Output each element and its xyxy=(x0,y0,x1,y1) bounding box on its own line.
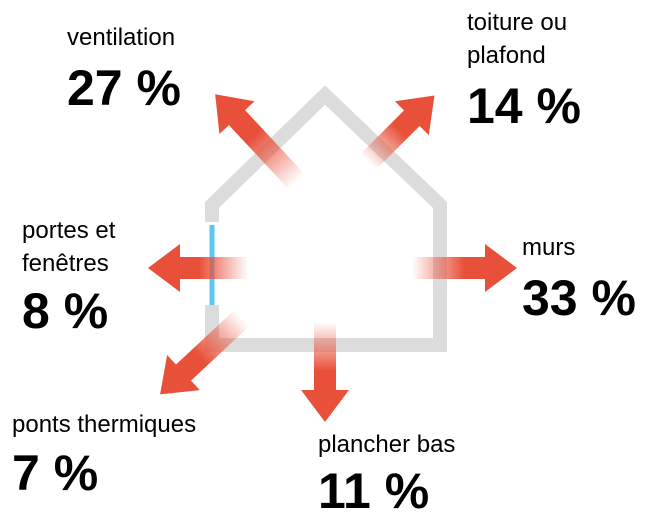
arrow-shaft xyxy=(314,322,336,392)
loss-label: fenêtres xyxy=(22,250,109,277)
loss-label: plafond xyxy=(467,42,546,69)
loss-label: portes et xyxy=(22,217,116,244)
loss-label: murs xyxy=(522,234,575,261)
arrow-shaft xyxy=(412,257,487,279)
loss-value: 11 % xyxy=(318,463,429,510)
arrow-head xyxy=(148,244,180,292)
labels: ventilation 27 % toiture ou plafond 14 % port… xyxy=(12,9,636,510)
loss-value: 33 % xyxy=(522,270,636,326)
heat-arrow xyxy=(412,244,517,292)
loss-value: 7 % xyxy=(12,445,98,501)
arrow-shaft xyxy=(178,257,248,279)
loss-value: 14 % xyxy=(467,78,581,134)
arrow-head xyxy=(301,390,349,422)
loss-value: 27 % xyxy=(67,60,181,116)
loss-value: 8 % xyxy=(22,283,108,339)
arrows xyxy=(144,78,517,422)
loss-label: ventilation xyxy=(67,24,175,51)
loss-label: plancher bas xyxy=(318,431,455,458)
heat-arrow xyxy=(148,244,248,292)
heat-arrow xyxy=(144,300,259,411)
diagram: ventilation 27 % toiture ou plafond 14 % port… xyxy=(0,0,646,510)
heat-arrow xyxy=(301,322,349,422)
loss-label: ponts thermiques xyxy=(12,411,196,438)
heat-arrow xyxy=(198,78,315,198)
arrow-head xyxy=(485,244,517,292)
loss-label: toiture ou xyxy=(467,9,567,36)
